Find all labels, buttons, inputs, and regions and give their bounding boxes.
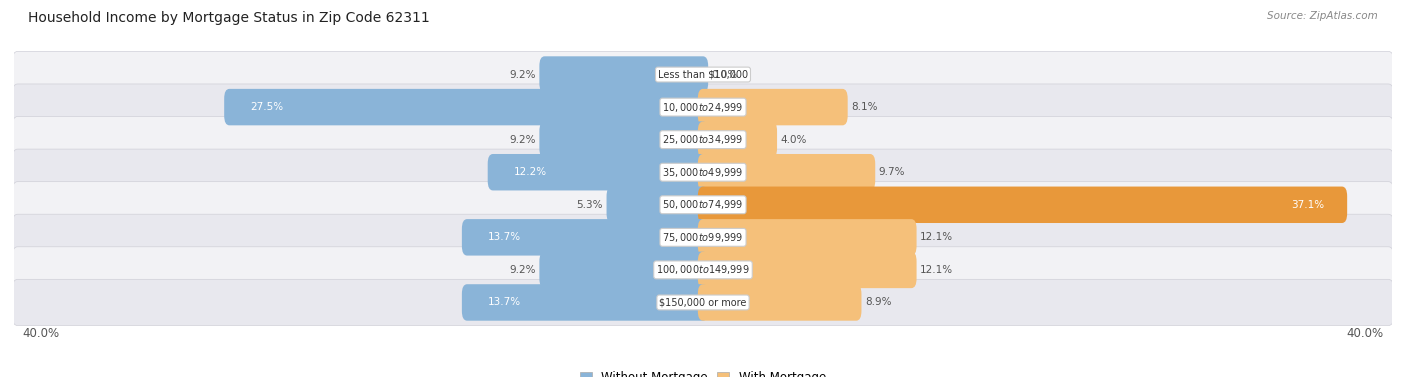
FancyBboxPatch shape: [540, 252, 709, 288]
Text: 5.3%: 5.3%: [576, 200, 603, 210]
FancyBboxPatch shape: [697, 154, 875, 190]
Text: 9.2%: 9.2%: [509, 265, 536, 275]
FancyBboxPatch shape: [13, 51, 1393, 98]
FancyBboxPatch shape: [488, 154, 709, 190]
Text: 40.0%: 40.0%: [1346, 327, 1384, 340]
FancyBboxPatch shape: [13, 149, 1393, 195]
FancyBboxPatch shape: [13, 182, 1393, 228]
FancyBboxPatch shape: [224, 89, 709, 125]
Text: 8.1%: 8.1%: [851, 102, 877, 112]
Text: 9.7%: 9.7%: [879, 167, 905, 177]
FancyBboxPatch shape: [697, 284, 862, 321]
FancyBboxPatch shape: [606, 187, 709, 223]
FancyBboxPatch shape: [13, 279, 1393, 326]
FancyBboxPatch shape: [461, 284, 709, 321]
Text: $50,000 to $74,999: $50,000 to $74,999: [662, 198, 744, 211]
FancyBboxPatch shape: [461, 219, 709, 256]
Text: 12.2%: 12.2%: [513, 167, 547, 177]
FancyBboxPatch shape: [697, 219, 917, 256]
FancyBboxPatch shape: [13, 84, 1393, 130]
Text: $35,000 to $49,999: $35,000 to $49,999: [662, 166, 744, 179]
Text: 27.5%: 27.5%: [250, 102, 283, 112]
FancyBboxPatch shape: [697, 187, 1347, 223]
Text: $75,000 to $99,999: $75,000 to $99,999: [662, 231, 744, 244]
Text: Household Income by Mortgage Status in Zip Code 62311: Household Income by Mortgage Status in Z…: [28, 11, 430, 25]
Text: 13.7%: 13.7%: [488, 297, 520, 308]
Text: Source: ZipAtlas.com: Source: ZipAtlas.com: [1267, 11, 1378, 21]
FancyBboxPatch shape: [540, 121, 709, 158]
Text: 0.0%: 0.0%: [711, 69, 738, 80]
Text: 12.1%: 12.1%: [920, 265, 953, 275]
FancyBboxPatch shape: [697, 89, 848, 125]
FancyBboxPatch shape: [13, 247, 1393, 293]
FancyBboxPatch shape: [13, 116, 1393, 163]
FancyBboxPatch shape: [13, 214, 1393, 261]
FancyBboxPatch shape: [697, 121, 778, 158]
Text: 13.7%: 13.7%: [488, 232, 520, 242]
Text: $100,000 to $149,999: $100,000 to $149,999: [657, 264, 749, 276]
FancyBboxPatch shape: [540, 56, 709, 93]
Text: $25,000 to $34,999: $25,000 to $34,999: [662, 133, 744, 146]
Text: 40.0%: 40.0%: [22, 327, 60, 340]
Text: 37.1%: 37.1%: [1292, 200, 1324, 210]
Text: Less than $10,000: Less than $10,000: [658, 69, 748, 80]
Text: 12.1%: 12.1%: [920, 232, 953, 242]
FancyBboxPatch shape: [697, 252, 917, 288]
Text: 8.9%: 8.9%: [865, 297, 891, 308]
Text: 4.0%: 4.0%: [780, 135, 807, 145]
Text: $150,000 or more: $150,000 or more: [659, 297, 747, 308]
Text: $10,000 to $24,999: $10,000 to $24,999: [662, 101, 744, 113]
Text: 9.2%: 9.2%: [509, 135, 536, 145]
Legend: Without Mortgage, With Mortgage: Without Mortgage, With Mortgage: [575, 366, 831, 377]
Text: 9.2%: 9.2%: [509, 69, 536, 80]
